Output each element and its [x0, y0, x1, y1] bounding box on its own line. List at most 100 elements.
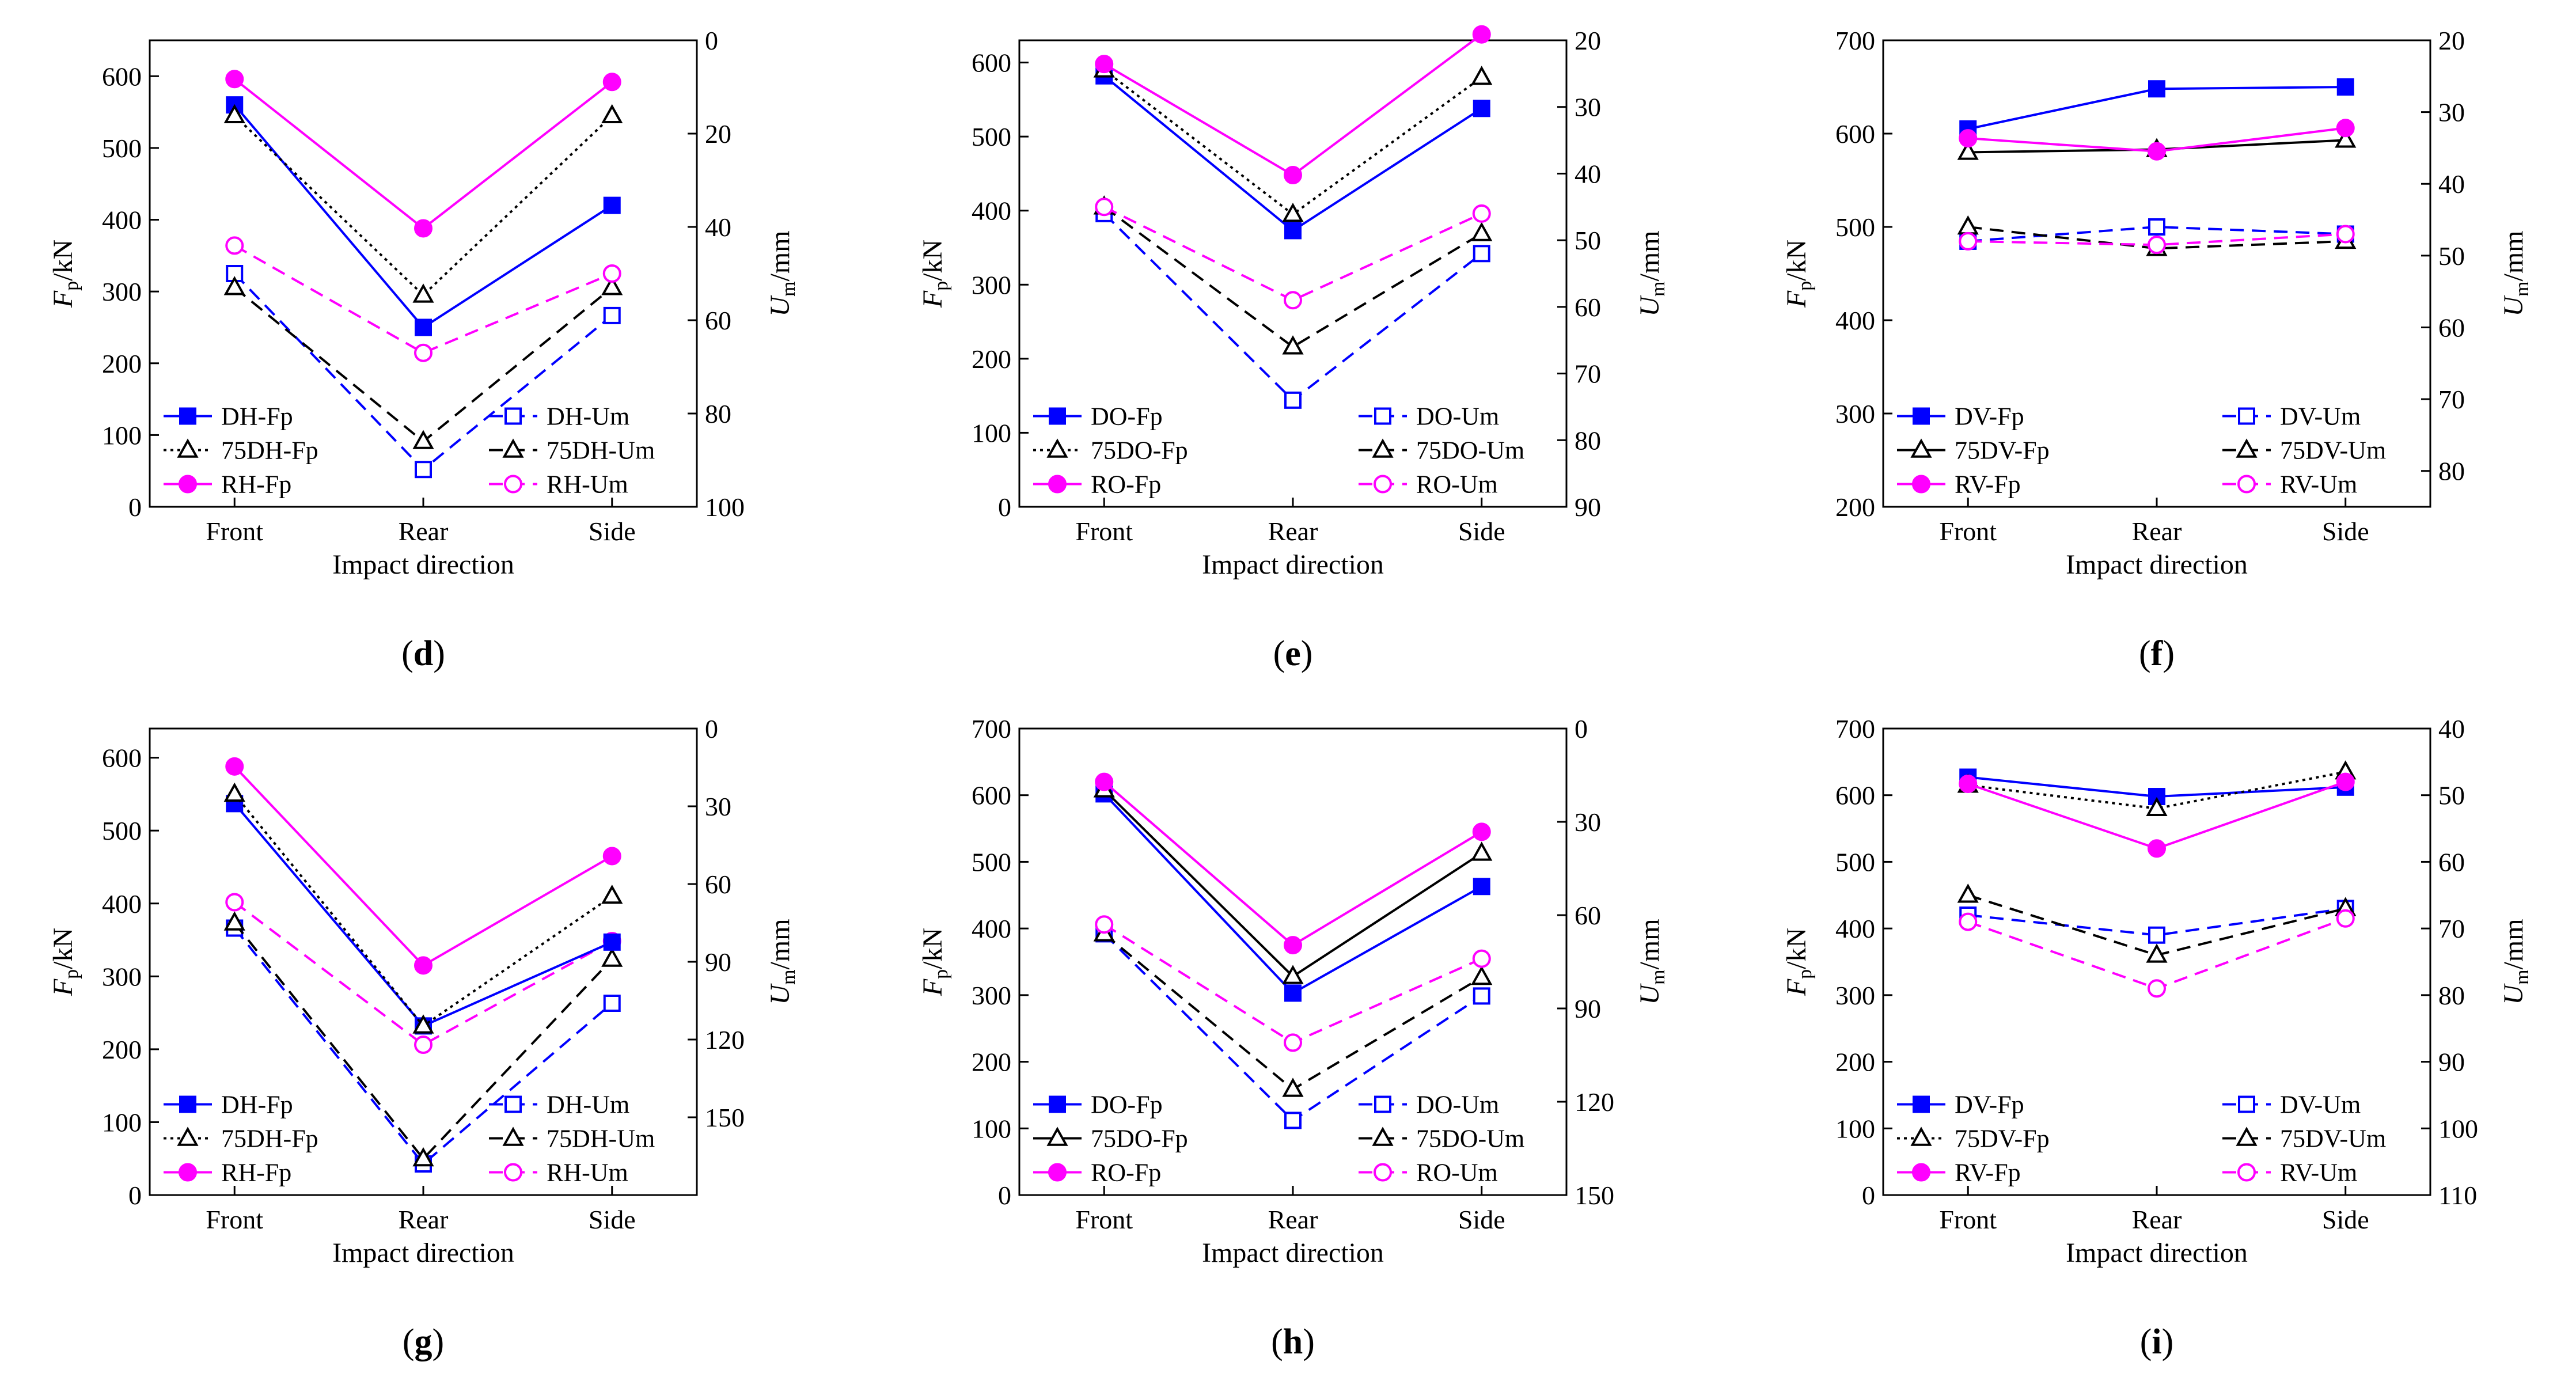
- data-point-RH-Fp-Side: [602, 73, 621, 92]
- left-tick-label: 100: [102, 420, 142, 450]
- legend-entry-RH-Um: RH-Um: [489, 1159, 628, 1187]
- left-tick-label: 700: [1835, 26, 1875, 55]
- data-point-RO-Um-Rear: [1284, 291, 1302, 310]
- legend-left: DH-Fp 75DH-Fp RH-Fp: [164, 403, 318, 499]
- data-point-RO-Fp-Rear: [1284, 166, 1302, 184]
- x-tick-label: Front: [206, 517, 263, 546]
- data-point-75DV-Fp-Side: [2335, 128, 2357, 148]
- legend-entry-DV-Fp: DV-Fp: [1897, 403, 2024, 431]
- data-point-RH-Um-Front: [225, 893, 244, 912]
- legend-marker: [1374, 1095, 1391, 1113]
- legend-entry-DV-Fp: DV-Fp: [1897, 1091, 2024, 1119]
- data-point-DH-Um-Front: [226, 265, 244, 282]
- x-tick-label: Side: [1458, 517, 1505, 546]
- data-point-75DH-Um-Side: [601, 947, 623, 967]
- right-tick-label: 90: [1575, 994, 1601, 1023]
- left-tick-label: 200: [1835, 1048, 1875, 1077]
- legend-marker: [1046, 438, 1068, 458]
- legend-label: DV-Fp: [1955, 1091, 2024, 1119]
- legend-entry-75DO-Fp: 75DO-Fp: [1033, 1125, 1188, 1153]
- series-line-DV-Um: [1968, 907, 2346, 936]
- legend-marker: [1372, 1127, 1394, 1146]
- data-point-RV-Fp-Rear: [2148, 142, 2166, 161]
- legend-marker: [177, 438, 199, 458]
- x-tick-label: Side: [589, 517, 636, 546]
- data-point-75DO-Um-Side: [1471, 222, 1493, 241]
- left-tick-label: 600: [972, 48, 1011, 78]
- data-point-DO-Fp-Side: [1473, 878, 1490, 896]
- series-line-75DO-Um: [1103, 932, 1482, 1091]
- legend-label: RV-Um: [2280, 471, 2357, 499]
- legend-label: 75DV-Fp: [1955, 437, 2050, 465]
- legend-entry-DO-Fp: DO-Fp: [1033, 1091, 1163, 1119]
- legend-label: RH-Um: [547, 1159, 628, 1187]
- left-tick-label: 300: [102, 277, 142, 306]
- data-point-DV-Um-Rear: [2148, 926, 2165, 944]
- legend-label: DO-Um: [1416, 1091, 1499, 1119]
- legend-label: 75DV-Um: [2280, 1125, 2386, 1153]
- x-tick-label: Side: [2322, 517, 2369, 546]
- left-tick-label: 300: [972, 270, 1011, 299]
- legend-left: DV-Fp 75DV-Fp RV-Fp: [1897, 1091, 2050, 1187]
- data-point-RO-Fp-Front: [1095, 772, 1114, 791]
- legend-entry-RH-Fp: RH-Fp: [164, 1159, 291, 1187]
- data-point-DH-Fp-Side: [603, 196, 621, 214]
- data-point-75DH-Fp-Rear: [412, 283, 434, 303]
- right-y-axis-label: Um/mm: [1634, 919, 1669, 1004]
- legend-marker: [1048, 1163, 1067, 1182]
- data-point-75DO-Um-Rear: [1282, 335, 1304, 355]
- data-point-RO-Um-Side: [1472, 949, 1491, 968]
- left-y-axis-label: Fp/kN: [917, 240, 952, 308]
- right-y-axis-label: Um/mm: [2498, 230, 2533, 316]
- data-point-DH-Um-Side: [603, 995, 621, 1012]
- right-tick-label: 20: [705, 119, 731, 149]
- right-tick-label: 0: [705, 26, 718, 55]
- legend-label: 75DO-Um: [1416, 1125, 1524, 1153]
- legend-entry-DH-Fp: DH-Fp: [164, 1091, 293, 1119]
- x-tick-label: Side: [1458, 1205, 1505, 1234]
- series-line-75DO-Fp: [1103, 69, 1482, 216]
- right-tick-label: 70: [2438, 914, 2465, 943]
- legend-marker: [1912, 1163, 1930, 1182]
- data-point-75DH-Fp-Side: [601, 884, 623, 904]
- data-point-75DH-Um-Rear: [412, 430, 434, 449]
- right-tick-label: 60: [705, 306, 731, 335]
- panel-label: (e): [1273, 634, 1313, 673]
- data-point-75DH-Um-Front: [223, 911, 245, 931]
- right-tick-label: 100: [705, 492, 745, 522]
- right-tick-label: 30: [2438, 98, 2465, 127]
- right-tick-label: 40: [1575, 159, 1601, 188]
- legend-label: RO-Um: [1416, 471, 1498, 499]
- data-point-RV-Fp-Front: [1959, 775, 1978, 794]
- x-tick-label: Rear: [2132, 517, 2182, 546]
- data-point-DO-Um-Side: [1473, 245, 1490, 263]
- legend-label: DV-Um: [2280, 1091, 2361, 1119]
- legend-marker: [179, 407, 196, 425]
- left-tick-label: 100: [972, 418, 1011, 447]
- legend-marker: [504, 475, 522, 494]
- left-tick-label: 400: [972, 196, 1011, 226]
- legend-marker: [1374, 1163, 1392, 1182]
- series-RV-Fp: [1959, 772, 2355, 858]
- right-tick-label: 50: [1575, 226, 1601, 255]
- legend-marker: [1910, 1127, 1932, 1146]
- series-line-RH-Fp: [234, 78, 613, 230]
- legend-marker: [179, 475, 197, 494]
- legend-entry-DO-Fp: DO-Fp: [1033, 403, 1163, 431]
- legend-label: DO-Fp: [1091, 403, 1163, 431]
- left-tick-label: 300: [1835, 399, 1875, 428]
- legend-marker: [2237, 475, 2256, 494]
- x-tick-label: Front: [1939, 517, 1997, 546]
- data-point-75DV-Um-Front: [1957, 215, 1979, 235]
- right-tick-label: 0: [1575, 714, 1588, 744]
- data-point-75DO-Fp-Rear: [1282, 203, 1304, 222]
- series-line-RH-Um: [234, 901, 613, 1046]
- right-tick-label: 70: [2438, 385, 2465, 414]
- left-tick-label: 600: [1835, 119, 1875, 149]
- x-axis-label: Impact direction: [332, 1238, 514, 1268]
- data-point-75DO-Um-Side: [1471, 965, 1493, 985]
- series-line-DO-Fp: [1103, 793, 1482, 995]
- data-point-RO-Um-Side: [1472, 204, 1491, 223]
- legend-right: DO-Um 75DO-Um RO-Um: [1359, 1091, 1524, 1187]
